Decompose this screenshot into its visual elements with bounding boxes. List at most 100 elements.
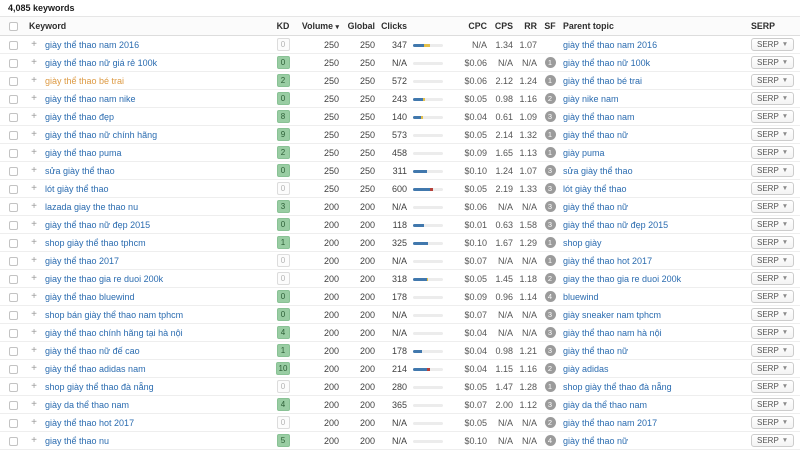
keyword-link[interactable]: giày thể thao bluewind [45,291,135,302]
serp-button[interactable]: SERP ▼ [751,290,795,303]
serp-button[interactable]: SERP ▼ [751,416,795,429]
serp-button[interactable]: SERP ▼ [751,344,795,357]
expand-plus-icon[interactable]: + [31,39,37,50]
col-header-keyword[interactable]: Keyword [26,16,270,36]
serp-button[interactable]: SERP ▼ [751,146,795,159]
row-checkbox[interactable] [8,328,18,338]
row-checkbox[interactable] [8,436,18,446]
expand-plus-icon[interactable]: + [31,75,37,86]
row-checkbox[interactable] [8,418,18,428]
row-checkbox[interactable] [8,184,18,194]
row-checkbox[interactable] [8,166,18,176]
keyword-link[interactable]: giày thể thao nữ chính hãng [45,129,158,140]
col-header-clicks[interactable]: Clicks [378,16,410,36]
row-checkbox[interactable] [8,148,18,158]
select-all-checkbox[interactable] [8,22,18,32]
keyword-link[interactable]: giày thể thao bé trai [45,75,125,86]
serp-button[interactable]: SERP ▼ [751,434,795,447]
serp-button[interactable]: SERP ▼ [751,308,795,321]
row-checkbox[interactable] [8,310,18,320]
expand-plus-icon[interactable]: + [31,255,37,266]
serp-button[interactable]: SERP ▼ [751,74,795,87]
parent-topic-link[interactable]: giày thể thao nữ 100k [563,57,651,68]
row-checkbox[interactable] [8,346,18,356]
row-checkbox[interactable] [8,220,18,230]
keyword-link[interactable]: giày thể thao 2017 [45,255,120,266]
serp-button[interactable]: SERP ▼ [751,398,795,411]
keyword-link[interactable]: giày thể thao đẹp [45,111,115,122]
col-header-cpc[interactable]: CPC [450,16,490,36]
parent-topic-link[interactable]: giày adidas [563,363,609,374]
expand-plus-icon[interactable]: + [31,399,37,410]
parent-topic-link[interactable]: giày thể thao nam 2016 [563,39,658,50]
serp-button[interactable]: SERP ▼ [751,380,795,393]
expand-plus-icon[interactable]: + [31,183,37,194]
serp-button[interactable]: SERP ▼ [751,218,795,231]
row-checkbox[interactable] [8,400,18,410]
parent-topic-link[interactable]: shop giày thể thao đà nẵng [563,381,672,392]
parent-topic-link[interactable]: giày thể thao hot 2017 [563,255,653,266]
serp-button[interactable]: SERP ▼ [751,272,795,285]
col-header-volume[interactable]: Volume ▾ [296,16,342,36]
parent-topic-link[interactable]: shop giày [563,237,602,248]
expand-plus-icon[interactable]: + [31,363,37,374]
serp-button[interactable]: SERP ▼ [751,362,795,375]
row-checkbox[interactable] [8,256,18,266]
expand-plus-icon[interactable]: + [31,165,37,176]
keyword-link[interactable]: giày thể thao chính hãng tại hà nội [45,327,183,338]
parent-topic-link[interactable]: giày puma [563,147,605,158]
keyword-link[interactable]: giày thể thao nữ đẹp 2015 [45,219,151,230]
row-checkbox[interactable] [8,76,18,86]
serp-button[interactable]: SERP ▼ [751,92,795,105]
parent-topic-link[interactable]: giày thể thao nam hà nội [563,327,662,338]
parent-topic-link[interactable]: giày thể thao nữ [563,345,629,356]
row-checkbox[interactable] [8,40,18,50]
col-header-kd[interactable]: KD [270,16,296,36]
expand-plus-icon[interactable]: + [31,129,37,140]
expand-plus-icon[interactable]: + [31,309,37,320]
keyword-link[interactable]: lazada giay the thao nu [45,201,139,212]
keyword-link[interactable]: giày thể thao puma [45,147,122,158]
parent-topic-link[interactable]: giày thể thao nam [563,111,635,122]
col-header-cps[interactable]: CPS [490,16,516,36]
parent-topic-link[interactable]: giày thể thao bé trai [563,75,643,86]
expand-plus-icon[interactable]: + [31,381,37,392]
keyword-link[interactable]: giày thể thao nam nike [45,93,136,104]
serp-button[interactable]: SERP ▼ [751,56,795,69]
parent-topic-link[interactable]: sửa giày thể thao [563,165,633,176]
row-checkbox[interactable] [8,202,18,212]
keyword-link[interactable]: sửa giày thể thao [45,165,115,176]
parent-topic-link[interactable]: giày sneaker nam tphcm [563,309,662,320]
expand-plus-icon[interactable]: + [31,291,37,302]
parent-topic-link[interactable]: bluewind [563,291,599,302]
serp-button[interactable]: SERP ▼ [751,200,795,213]
keyword-link[interactable]: giày thể thao nữ giá rẻ 100k [45,57,158,68]
keyword-link[interactable]: giày thể thao hot 2017 [45,417,135,428]
serp-button[interactable]: SERP ▼ [751,236,795,249]
expand-plus-icon[interactable]: + [31,93,37,104]
expand-plus-icon[interactable]: + [31,57,37,68]
keyword-link[interactable]: giay thể thao nu [45,435,110,446]
row-checkbox[interactable] [8,58,18,68]
serp-button[interactable]: SERP ▼ [751,164,795,177]
keyword-link[interactable]: shop giày thể thao đà nẵng [45,381,154,392]
parent-topic-link[interactable]: giày thể thao nữ [563,129,629,140]
expand-plus-icon[interactable]: + [31,327,37,338]
col-header-global[interactable]: Global [342,16,378,36]
parent-topic-link[interactable]: giày thể thao nữ [563,435,629,446]
serp-button[interactable]: SERP ▼ [751,38,795,51]
row-checkbox[interactable] [8,112,18,122]
parent-topic-link[interactable]: lót giày thể thao [563,183,627,194]
keyword-link[interactable]: giày da thể thao nam [45,399,130,410]
row-checkbox[interactable] [8,274,18,284]
row-checkbox[interactable] [8,238,18,248]
serp-button[interactable]: SERP ▼ [751,128,795,141]
col-header-parent-topic[interactable]: Parent topic [560,16,748,36]
row-checkbox[interactable] [8,382,18,392]
keyword-link[interactable]: shop giày thể thao tphcm [45,237,146,248]
expand-plus-icon[interactable]: + [31,417,37,428]
expand-plus-icon[interactable]: + [31,345,37,356]
col-header-rr[interactable]: RR [516,16,540,36]
serp-button[interactable]: SERP ▼ [751,254,795,267]
parent-topic-link[interactable]: giày thể thao nữ đẹp 2015 [563,219,669,230]
